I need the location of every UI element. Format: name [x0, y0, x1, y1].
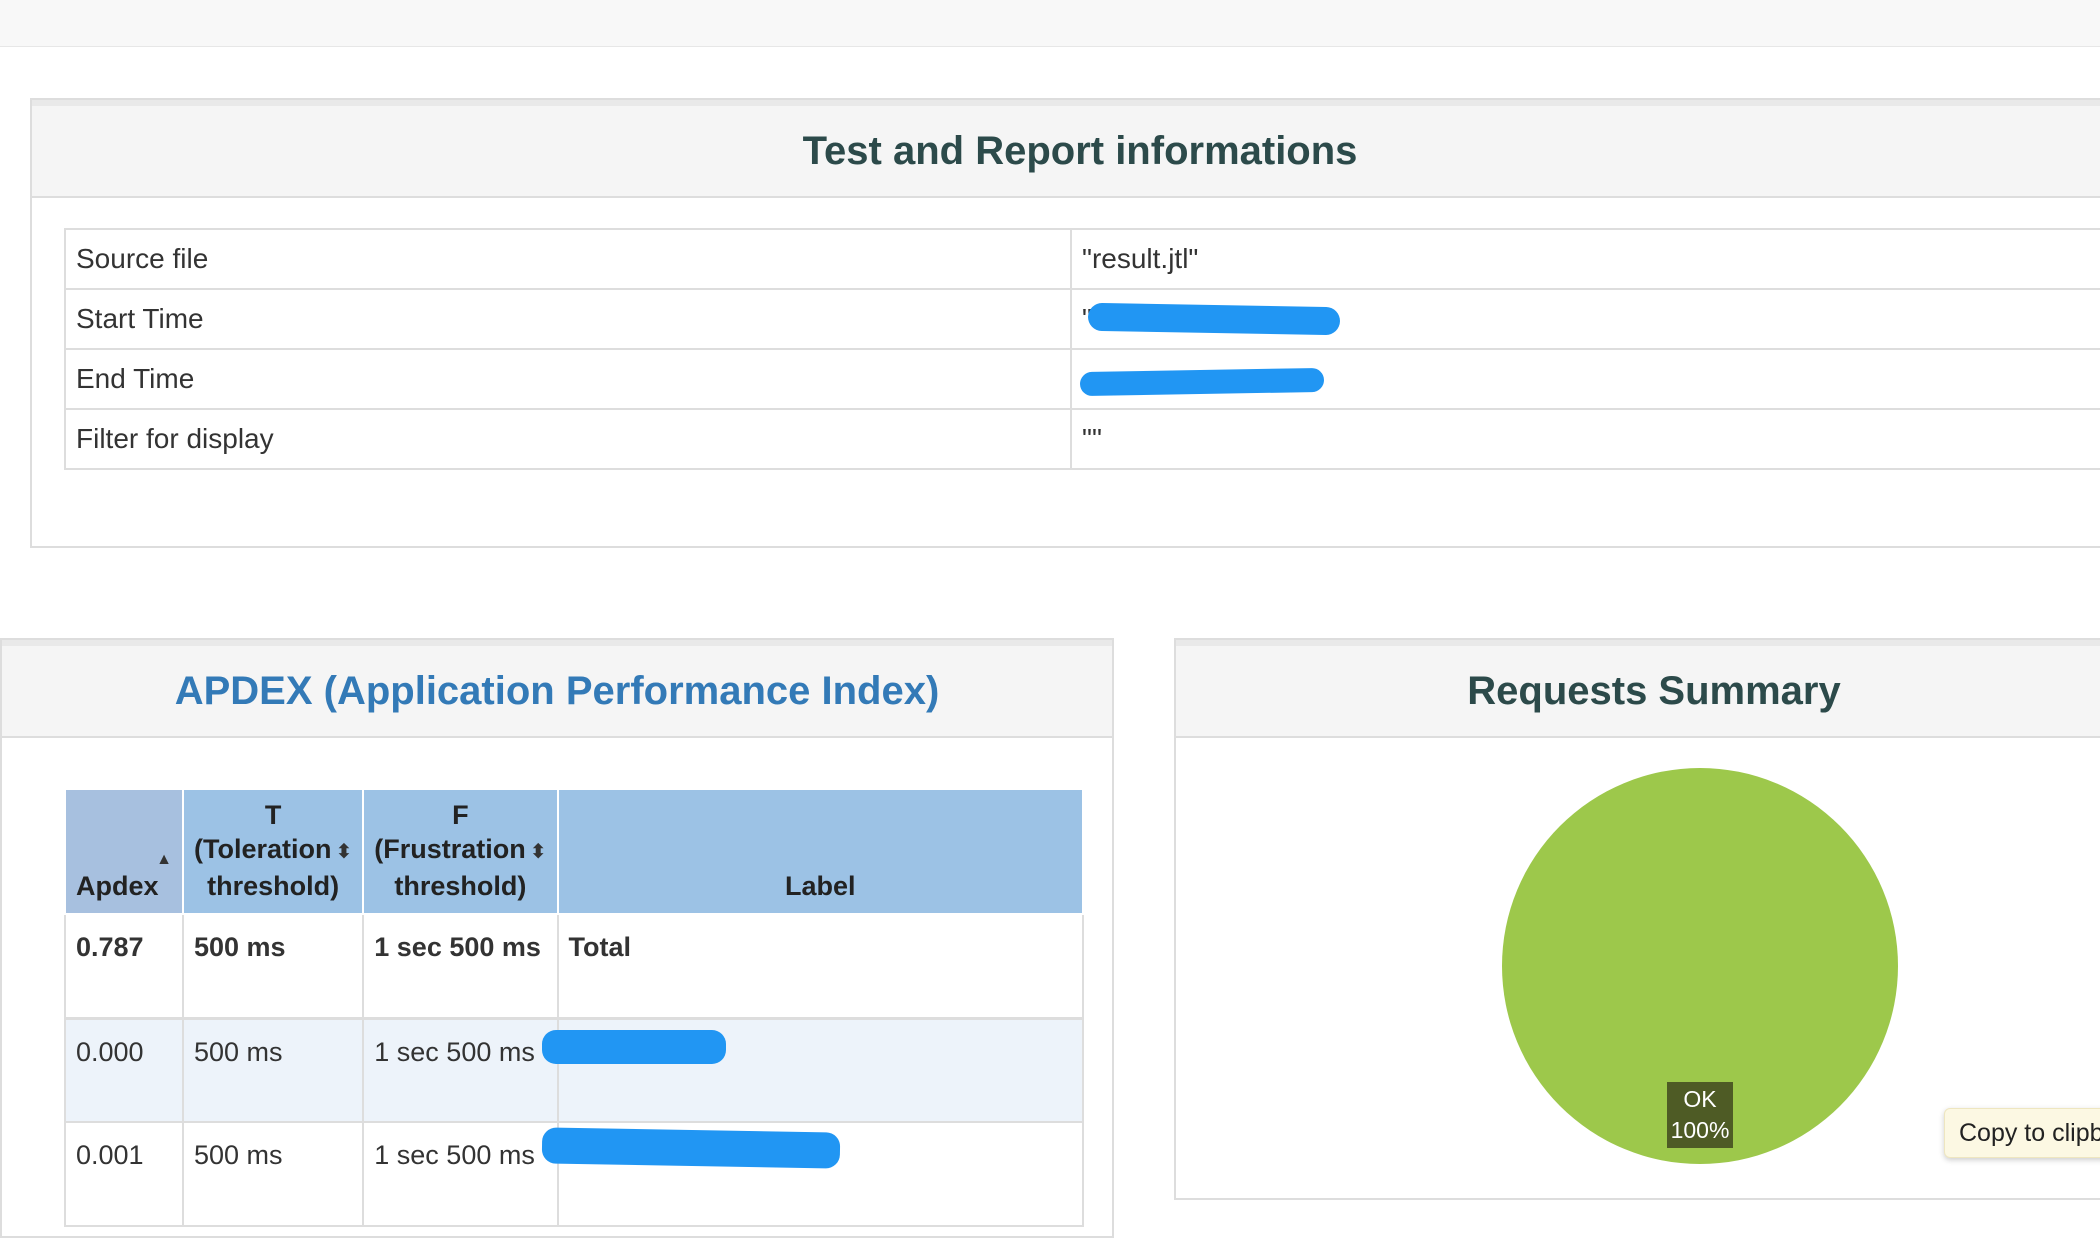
sort-icon: ⬍ — [335, 841, 353, 863]
toleration-value: 500 ms — [181, 914, 365, 1020]
requests-pie-chart — [1502, 768, 1898, 1164]
info-value: "" — [1070, 408, 2100, 470]
info-value: "result.jtl" — [1070, 228, 2100, 290]
table-row: 0.787 500 ms 1 sec 500 ms Total — [64, 914, 1085, 1020]
sort-asc-icon: ▲ — [156, 851, 172, 868]
toleration-value: 500 ms — [181, 1122, 365, 1227]
frustration-value: 1 sec 500 ms — [362, 1122, 559, 1227]
toleration-value: 500 ms — [181, 1018, 365, 1123]
column-header-apdex[interactable]: ▲ Apdex — [64, 788, 184, 915]
redaction-mark — [1079, 367, 1325, 397]
label-value: Total — [556, 914, 1085, 1020]
apdex-value: 0.787 — [64, 914, 184, 1020]
column-header-toleration[interactable]: T (Toleration ⬍ threshold) — [181, 788, 365, 915]
redaction-mark — [1087, 302, 1341, 336]
sort-icon: ⬍ — [529, 841, 547, 863]
test-report-info-title: Test and Report informations — [32, 100, 2100, 198]
info-key: Source file — [64, 228, 1072, 290]
redaction-mark — [542, 1030, 726, 1064]
copy-to-clipboard-button[interactable]: Copy to clipboard — [1944, 1108, 2100, 1158]
apdex-title: APDEX (Application Performance Index) — [2, 640, 1112, 738]
pie-slice-label: OK 100% — [1667, 1082, 1733, 1148]
info-key: End Time — [64, 348, 1072, 410]
requests-summary-title: Requests Summary — [1176, 640, 2100, 738]
info-key: Start Time — [64, 288, 1072, 350]
apdex-header-row: ▲ Apdex T (Toleration ⬍ threshold) F (Fru… — [64, 788, 1085, 915]
frustration-value: 1 sec 500 ms — [362, 914, 559, 1020]
info-key: Filter for display — [64, 408, 1072, 470]
apdex-table: ▲ Apdex T (Toleration ⬍ threshold) F (Fru… — [64, 788, 1085, 1227]
pie-slice-ok[interactable] — [1502, 768, 1898, 1164]
apdex-value: 0.001 — [64, 1122, 184, 1227]
info-row-source-file: Source file "result.jtl" — [64, 228, 2100, 290]
info-row-start-time: Start Time " — [64, 288, 2100, 350]
test-report-info-table: Source file "result.jtl" Start Time " En… — [64, 228, 2100, 470]
redaction-mark — [541, 1127, 841, 1169]
column-header-frustration[interactable]: F (Frustration ⬍ threshold) — [362, 788, 559, 915]
info-row-filter: Filter for display "" — [64, 408, 2100, 470]
test-report-info-panel: Test and Report informations Source file… — [30, 98, 2100, 548]
frustration-value: 1 sec 500 ms — [362, 1018, 559, 1123]
apdex-value: 0.000 — [64, 1018, 184, 1123]
column-header-label[interactable]: Label — [556, 788, 1085, 915]
top-navbar — [0, 0, 2100, 47]
table-row: 0.000 500 ms 1 sec 500 ms — [64, 1018, 1085, 1123]
